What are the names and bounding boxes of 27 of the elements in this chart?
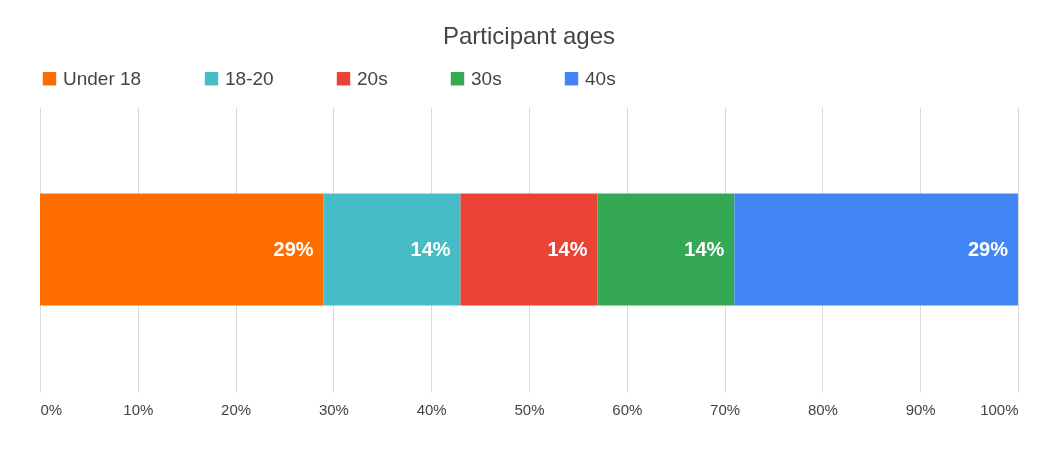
x-tick-label: 10%: [123, 400, 154, 418]
x-tick-label: 0%: [40, 400, 63, 418]
data-label: 14%: [547, 237, 588, 260]
x-tick-label: 60%: [612, 400, 643, 418]
bar: [460, 193, 598, 306]
legend-label: 30s: [471, 67, 502, 89]
x-tick-label: 20%: [221, 400, 252, 418]
data-label: 29%: [967, 237, 1009, 260]
data-label: 14%: [684, 237, 725, 260]
x-tick-label: 70%: [710, 400, 741, 418]
chart-title: Participant ages: [442, 22, 616, 49]
x-tick-label: 80%: [807, 400, 838, 418]
x-tick-label: 30%: [318, 400, 349, 418]
x-tick-label: 40%: [416, 400, 447, 418]
legend-label: 20s: [357, 67, 388, 89]
legend-label: 40s: [585, 67, 616, 89]
bar: [597, 193, 735, 306]
x-tick-label: 90%: [905, 400, 936, 418]
bar: [734, 193, 1018, 306]
data-label: 14%: [410, 237, 451, 260]
bar: [40, 193, 324, 306]
data-label: 29%: [273, 237, 314, 260]
x-tick-label: 100%: [980, 400, 1019, 418]
x-tick-label: 50%: [514, 400, 545, 418]
legend-label: Under 18: [63, 67, 142, 89]
legend-label: 18-20: [225, 67, 274, 89]
bar: [323, 193, 461, 306]
